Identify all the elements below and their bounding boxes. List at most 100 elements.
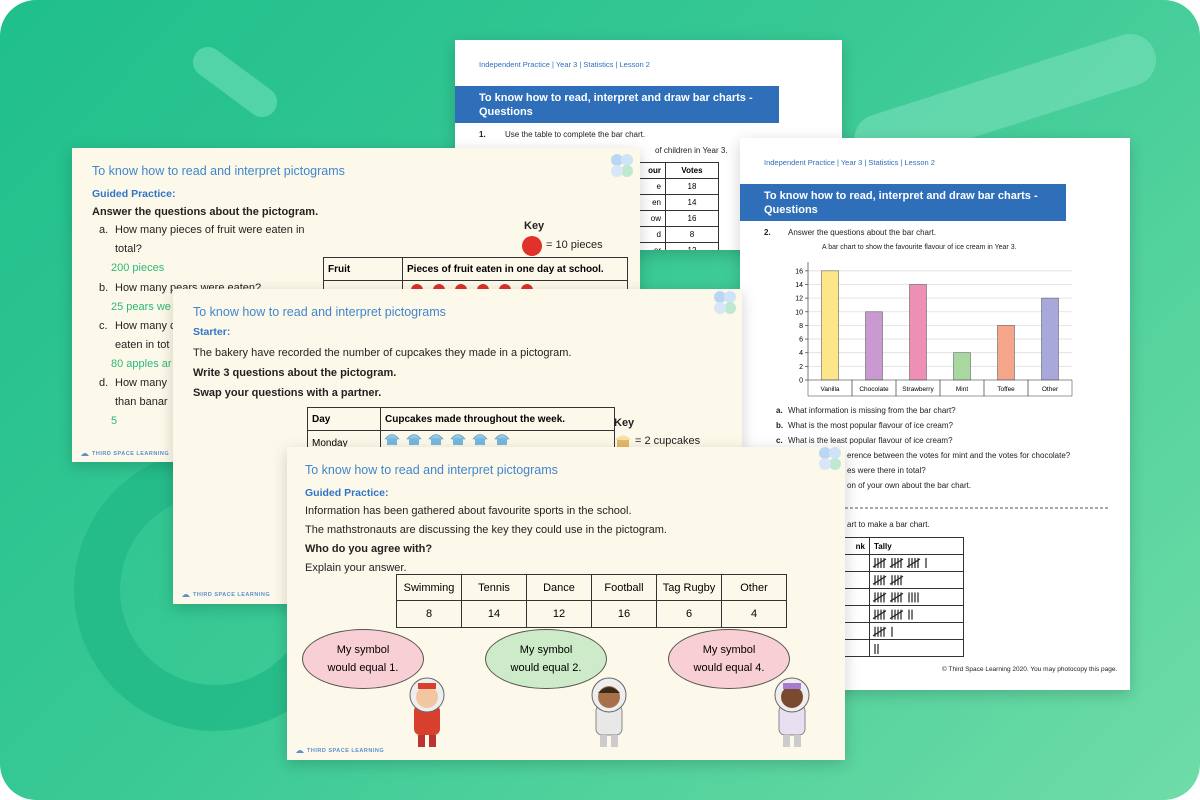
petal [714, 302, 726, 314]
question-text: total? [115, 243, 142, 255]
footer-logo: THIRD SPACE LEARNING [307, 748, 385, 754]
question-label: b. [776, 421, 784, 430]
instruction: Who do you agree with? [305, 543, 433, 555]
question-label: a. [776, 406, 783, 415]
logo-petals [819, 447, 841, 470]
bar [865, 311, 883, 381]
tally [872, 575, 904, 586]
answer: 5 [111, 415, 118, 427]
cupcake-base [617, 440, 629, 448]
table-cell: 14 [461, 600, 527, 628]
y-tick-label: 10 [795, 309, 803, 316]
footer-icon-shape [81, 453, 89, 456]
petal [819, 447, 831, 459]
table-cell: Tag Rugby [656, 574, 722, 601]
tally [872, 626, 893, 637]
bubble-text: My symbol would equal 1. [327, 644, 399, 674]
cupcake-icon [406, 434, 422, 440]
tally [874, 644, 879, 654]
question-text: What is the least popular flavour of ice… [788, 436, 953, 445]
key-icon [522, 236, 542, 256]
y-tick-label: 14 [795, 282, 803, 289]
x-tick-label: Other [1042, 386, 1059, 393]
table-cell: 12 [665, 242, 719, 250]
tally-stroke [889, 610, 904, 620]
question-number: 1. [479, 130, 486, 139]
petal [621, 154, 633, 166]
question-number: 2. [764, 228, 771, 237]
table-cell: 16 [591, 600, 657, 628]
petal [611, 154, 623, 166]
question-text: es were there in total? [847, 466, 926, 475]
bubble-text: My symbol would equal 4. [693, 644, 765, 674]
footer: © Third Space Learning 2020. You may pho… [942, 666, 1118, 673]
tally-stroke [872, 610, 887, 620]
question-label: d. [99, 377, 109, 389]
logo-petals [611, 154, 633, 177]
speech-bubble: My symbol would equal 1. [302, 629, 424, 689]
table-cell: 8 [665, 226, 719, 243]
tally-stroke [872, 575, 887, 585]
key-text: = 2 cupcakes [635, 435, 701, 447]
pictogram-icons [384, 434, 510, 445]
question-text: on of your own about the bar chart. [847, 481, 972, 490]
table-row: Fruit Pieces of fruit eaten in one day at… [323, 257, 628, 281]
table-cell: Tennis [461, 574, 527, 601]
petal [829, 458, 841, 470]
question-text: eaten in tot [115, 339, 170, 351]
bar [909, 284, 927, 381]
table-row: Swimming Tennis Dance Football Tag Rugby Othe… [396, 574, 787, 601]
footer-icon-shape [182, 594, 190, 597]
cupcake-icon [450, 434, 466, 440]
petal [724, 291, 736, 303]
footer-icon-shape [296, 750, 304, 753]
tally [872, 592, 919, 603]
tally-stroke [906, 558, 921, 568]
category-box [1027, 379, 1073, 397]
instruction: Write 3 questions about the pictogram. [193, 367, 397, 379]
y-tick-label: 6 [799, 337, 803, 344]
instruction: Swap your questions with a partner. [193, 387, 382, 399]
petal [714, 291, 726, 303]
petal [621, 165, 633, 177]
tally-stroke [872, 558, 887, 568]
instruction: Explain your answer. [305, 562, 407, 574]
y-tick-label: 12 [795, 296, 803, 303]
key-label: Key [614, 417, 635, 429]
table-cell: Other [721, 574, 787, 601]
x-tick-label: Toffee [997, 386, 1015, 393]
cupcake-icon [384, 434, 400, 440]
section-label: Guided Practice: [305, 487, 389, 499]
table-cell: Tally [869, 537, 964, 555]
astronaut [774, 677, 810, 747]
astronaut [591, 677, 627, 747]
question-label: c. [99, 320, 108, 332]
y-tick-label: 16 [795, 268, 803, 275]
apple-icon [522, 236, 542, 256]
tally [872, 609, 913, 620]
key-text: = 10 pieces [546, 239, 603, 251]
table-cell: Day [307, 407, 381, 431]
cupcake-base [387, 439, 397, 445]
tallies [872, 558, 927, 654]
table-cell: Cupcakes made throughout the week. [380, 407, 615, 431]
section-label: Starter: [193, 326, 231, 338]
bar [997, 325, 1015, 381]
question-text: erence between the votes for mint and th… [847, 451, 1071, 460]
x-tick-label: Mint [956, 386, 968, 393]
sports-table: Swimming Tennis Dance Football Tag Rugby Othe… [396, 574, 787, 628]
question-label: a. [99, 224, 109, 236]
footer-icon [81, 453, 89, 456]
cupcake-icon [615, 435, 631, 440]
pill [193, 47, 277, 117]
answer: 200 pieces [111, 262, 165, 274]
answer: 80 apples ar [111, 358, 172, 370]
footer-icon [296, 750, 304, 753]
footer-logo: THIRD SPACE LEARNING [193, 592, 271, 598]
table-cell: 8 [396, 600, 462, 628]
worksheet-header: Independent Practice | Year 3 | Statisti… [479, 60, 650, 69]
key-icon [615, 435, 631, 448]
section-label: Guided Practice: [92, 188, 176, 200]
speech-bubble: My symbol would equal 4. [668, 629, 790, 689]
table-cell: Votes [665, 162, 719, 179]
